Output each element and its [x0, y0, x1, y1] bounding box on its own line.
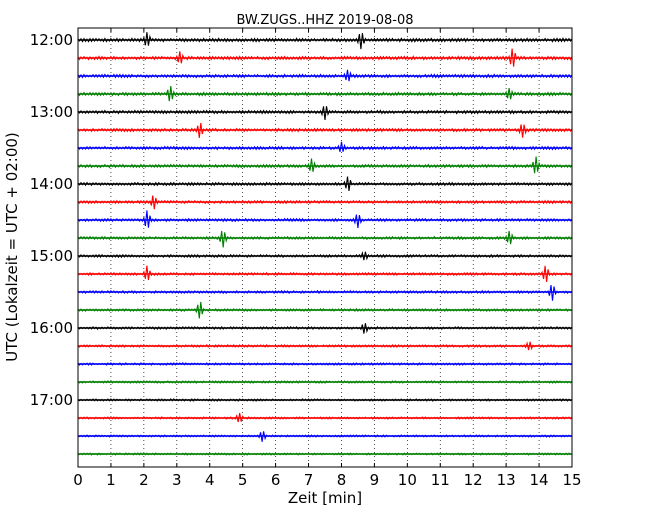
y-tick-label: 15:00 — [30, 247, 73, 265]
x-tick-label: 11 — [431, 471, 450, 489]
x-tick-label: 6 — [271, 471, 281, 489]
trace-1530 — [77, 285, 573, 301]
x-tick-label: 2 — [139, 471, 149, 489]
trace-1200 — [77, 32, 573, 50]
x-tick-label: 8 — [337, 471, 347, 489]
trace-1230 — [77, 69, 573, 82]
y-tick-label: 16:00 — [30, 319, 73, 337]
y-tick-label: 12:00 — [30, 31, 73, 49]
y-tick-label: 13:00 — [30, 103, 73, 121]
x-tick-label: 10 — [398, 471, 417, 489]
x-tick-label: 15 — [562, 471, 581, 489]
x-tick-label: 12 — [464, 471, 483, 489]
trace-1345 — [77, 156, 573, 174]
x-tick-label: 5 — [238, 471, 248, 489]
x-tick-label: 9 — [370, 471, 380, 489]
chart-title: BW.ZUGS..HHZ 2019-08-08 — [236, 13, 413, 28]
x-axis-label: Zeit [min] — [288, 489, 362, 507]
y-tick-label: 17:00 — [30, 391, 73, 409]
y-axis-label: UTC (Lokalzeit = UTC + 02:00) — [3, 132, 21, 362]
trace-1445 — [77, 230, 573, 248]
x-tick-label: 3 — [172, 471, 182, 489]
plot-frame — [77, 27, 573, 468]
x-tick-label: 1 — [106, 471, 116, 489]
y-axis-ticks: 12:00 13:00 14:00 15:00 16:00 17:00 — [30, 31, 572, 409]
x-tick-label: 14 — [530, 471, 549, 489]
x-tick-label: 7 — [304, 471, 314, 489]
x-axis-ticks: 0 1 2 3 4 5 6 7 8 9 10 11 12 13 14 15 — [73, 28, 582, 489]
seismogram-traces — [77, 32, 573, 456]
x-tick-label: 13 — [497, 471, 516, 489]
trace-1300 — [77, 106, 573, 120]
x-tick-label: 4 — [205, 471, 215, 489]
y-tick-label: 14:00 — [30, 175, 73, 193]
x-tick-label: 0 — [73, 471, 83, 489]
trace-1330 — [77, 141, 573, 152]
